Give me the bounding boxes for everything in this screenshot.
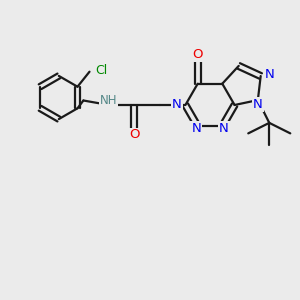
Text: Cl: Cl [95, 64, 107, 77]
Text: NH: NH [100, 94, 118, 107]
Text: O: O [193, 48, 203, 61]
Text: N: N [219, 122, 229, 135]
Text: N: N [265, 68, 275, 81]
Text: N: N [191, 122, 201, 135]
Text: O: O [129, 128, 140, 142]
Text: N: N [172, 98, 182, 112]
Text: N: N [253, 98, 263, 111]
